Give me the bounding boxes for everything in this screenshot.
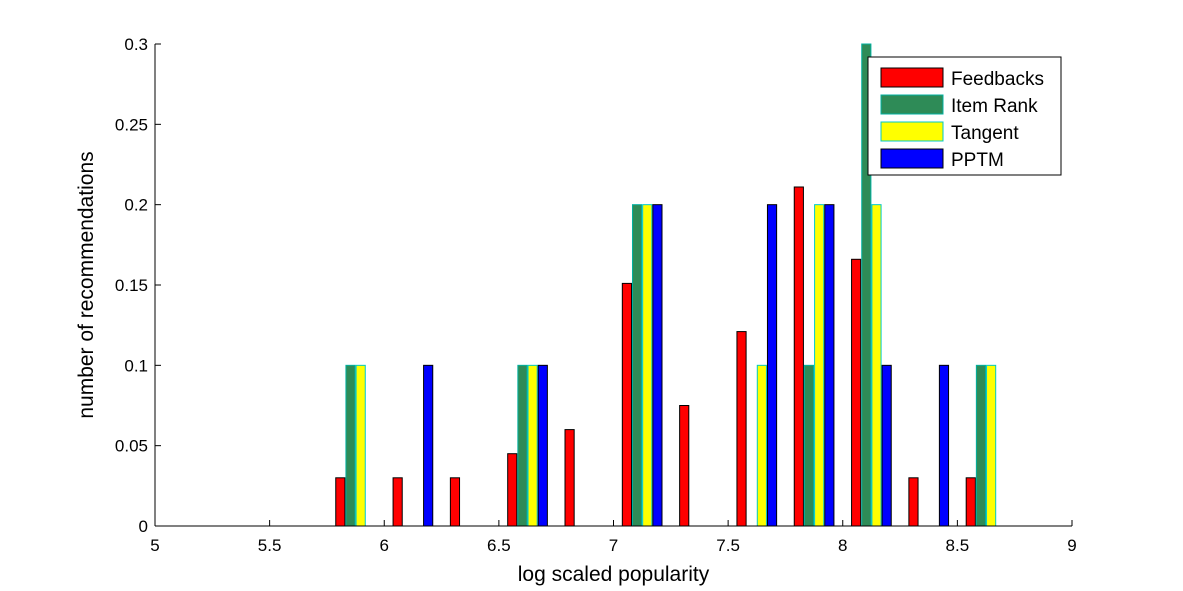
legend-swatch-item-rank (880, 94, 944, 115)
bar-tangent-10 (756, 364, 767, 527)
legend-label-tangent: Tangent (951, 123, 1019, 144)
bar-feedbacks-12 (851, 258, 862, 527)
y-tick-label: 0.25 (115, 115, 148, 134)
x-tick-label: 6.5 (487, 536, 511, 555)
y-tick-label: 0.05 (115, 437, 148, 456)
bar-feedbacks-3 (335, 477, 346, 527)
x-tick-label: 8.5 (946, 536, 970, 555)
bar-item-rank-3 (345, 364, 356, 527)
bar-tangent-12 (871, 204, 882, 527)
axes-group: 5 5.5 6 6.5 7 7.5 8 8.5 9 0 0.05 0.1 0.15 0.2 0.25 0.3 (115, 35, 1077, 555)
y-tick-label: 0.15 (115, 276, 148, 295)
bar-feedbacks-10 (736, 331, 747, 527)
bar-pptm-11 (824, 204, 835, 527)
bar-feedbacks-13 (908, 477, 919, 527)
bar-feedbacks-6 (507, 453, 518, 527)
legend-swatch-pptm (880, 148, 944, 169)
legend-label-feedbacks: Feedbacks (951, 69, 1044, 90)
y-tick-label: 0.2 (124, 196, 148, 215)
bar-pptm-8 (652, 204, 663, 527)
x-tick-label: 6 (380, 536, 389, 555)
bar-pptm-4 (423, 364, 434, 527)
bar-feedbacks-5 (449, 477, 461, 527)
bar-tangent-8 (642, 204, 653, 527)
y-tick-label: 0.1 (124, 356, 148, 375)
bar-pptm-12 (881, 364, 892, 527)
legend-swatch-feedbacks (880, 67, 944, 88)
x-tick-label: 9 (1067, 536, 1076, 555)
bar-item-rank-11 (803, 364, 815, 527)
bar-pptm-13 (938, 364, 950, 527)
bar-tangent-11 (814, 204, 825, 527)
x-tick-label: 5.5 (258, 536, 282, 555)
bars-group (163, 43, 1064, 527)
bar-item-rank-14 (975, 364, 987, 527)
legend-swatch-tangent (880, 121, 944, 142)
bar-tangent-14 (986, 364, 997, 527)
x-tick-label: 5 (150, 536, 159, 555)
x-tick-label: 8 (838, 536, 847, 555)
y-tick-label: 0 (139, 517, 148, 536)
x-tick-label: 7 (609, 536, 618, 555)
legend-label-item-rank: Item Rank (951, 96, 1038, 117)
bar-feedbacks-8 (621, 282, 632, 527)
bar-feedbacks-4 (392, 477, 403, 527)
y-tick-label: 0.3 (124, 35, 148, 54)
y-axis-label: number of recommendations (75, 151, 98, 418)
bar-tangent-6 (527, 364, 538, 527)
legend: Feedbacks Item Rank Tangent PPTM (867, 56, 1062, 176)
bar-feedbacks-11 (793, 186, 804, 527)
bar-feedbacks-14 (965, 477, 976, 527)
bar-item-rank-6 (517, 364, 528, 527)
x-tick-label: 7.5 (716, 536, 740, 555)
bar-pptm-6 (537, 364, 548, 527)
bar-tangent-3 (355, 364, 366, 527)
bar-feedbacks-9 (679, 405, 690, 527)
x-axis-label: log scaled popularity (518, 563, 710, 586)
bar-item-rank-8 (631, 204, 643, 527)
legend-label-pptm: PPTM (951, 150, 1004, 171)
bar-feedbacks-7 (564, 429, 575, 527)
bar-pptm-10 (766, 204, 778, 527)
